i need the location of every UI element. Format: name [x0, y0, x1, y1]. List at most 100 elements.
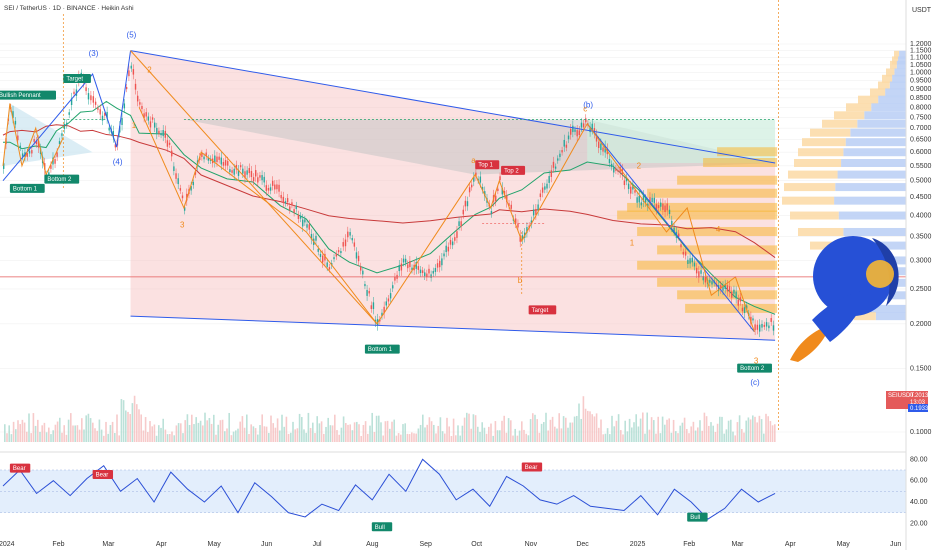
volume-bar [37, 419, 39, 442]
volume-bar [136, 404, 138, 442]
candle-body [134, 83, 137, 90]
candle-body [595, 134, 598, 142]
volume-bar [774, 424, 776, 442]
volume-bar [692, 421, 695, 442]
volume-bar [301, 417, 303, 442]
volume-bar [105, 421, 107, 442]
volume-profile-bar [871, 103, 906, 112]
price-tick-label: 1.1500 [910, 48, 932, 55]
candle-body [149, 121, 152, 128]
volume-bar [483, 427, 486, 442]
volume-bar [336, 430, 338, 442]
volume-profile-bar [843, 148, 906, 157]
candle-body [205, 152, 207, 156]
candle-body [517, 223, 519, 228]
price-tick-label: 1.1000 [910, 55, 932, 62]
volume-bar [305, 432, 307, 442]
volume-bar [298, 413, 301, 442]
volume-bar [325, 426, 327, 442]
candle-body [183, 207, 186, 211]
candle-body [289, 206, 291, 210]
price-tick-label: 0.1500 [910, 366, 932, 373]
time-tick-label: Jun [261, 541, 272, 548]
candle-body [447, 246, 450, 252]
volume-bar [50, 434, 52, 442]
candle-body [269, 187, 272, 191]
candle-body [521, 235, 524, 240]
price-tick-label: 0.8500 [910, 95, 932, 102]
candle-body [657, 205, 660, 209]
volume-bar [626, 431, 629, 442]
volume-bar [400, 434, 402, 442]
candle-body [559, 153, 561, 158]
volume-bar [184, 420, 186, 442]
candle-body [326, 262, 328, 267]
volume-profile-bar-alt [892, 56, 898, 65]
volume-profile-bar [850, 128, 906, 137]
volume-bar [358, 424, 360, 442]
candle-body [709, 279, 711, 283]
volume-bar [15, 429, 17, 442]
candle-body [593, 128, 596, 134]
volume-bar [87, 413, 90, 442]
volume-bar [188, 424, 191, 442]
wave-label-1: (5) [127, 31, 137, 40]
volume-bar [19, 424, 21, 442]
volume-bar [155, 435, 158, 442]
volume-bar [569, 422, 571, 442]
candle-body [383, 306, 385, 314]
candle-body [136, 95, 139, 102]
candle-body [473, 176, 475, 182]
volume-bar [54, 424, 57, 442]
volume-bar [492, 435, 494, 442]
volume-bar [534, 414, 536, 442]
wave-label-8: a [471, 156, 476, 165]
volume-bar [437, 425, 439, 442]
annotation-tag-target_mid: Target [532, 308, 549, 314]
volume-bar [17, 420, 19, 442]
volume-bar [21, 419, 24, 442]
candle-body [430, 274, 432, 278]
target-zone-fill [587, 119, 776, 164]
annotation-tag-box [9, 463, 31, 473]
candle-body [617, 169, 619, 172]
volume-bar [518, 430, 521, 442]
time-tick-label: Jul [313, 541, 322, 548]
volume-bar [523, 429, 525, 442]
candle-body [106, 111, 108, 119]
volume-bar [215, 434, 217, 442]
candle-body [537, 204, 539, 211]
volume-bar [688, 433, 690, 442]
volume-bar [375, 415, 378, 442]
candle-body [691, 257, 693, 263]
volume-bar [622, 434, 624, 442]
volume-bar [433, 424, 435, 442]
candle-body [689, 258, 691, 264]
volume-bar [98, 419, 101, 442]
volume-profile-bar-alt [822, 119, 858, 128]
volume-bar [248, 433, 250, 442]
candle-body [147, 116, 150, 121]
candle-body [162, 130, 164, 137]
volume-bar [48, 427, 50, 442]
candle-body [409, 261, 411, 268]
volume-bar [589, 411, 591, 442]
candle-body [580, 122, 583, 128]
volume-bar [738, 415, 741, 442]
candle-body [546, 183, 548, 189]
candle-body [756, 324, 759, 330]
volume-profile-bar-alt [794, 159, 842, 168]
candle-body [340, 251, 342, 254]
volume-bar [573, 416, 576, 442]
candle-body [255, 170, 257, 177]
candle-body [565, 144, 568, 148]
volume-bar [536, 419, 538, 442]
volume-bar [474, 415, 477, 442]
volume-bar [466, 412, 468, 442]
volume-bar [345, 423, 347, 442]
time-tick-label: May [208, 541, 222, 548]
candle-body [177, 178, 179, 185]
candle-body [532, 209, 535, 216]
candle-body [237, 169, 240, 176]
